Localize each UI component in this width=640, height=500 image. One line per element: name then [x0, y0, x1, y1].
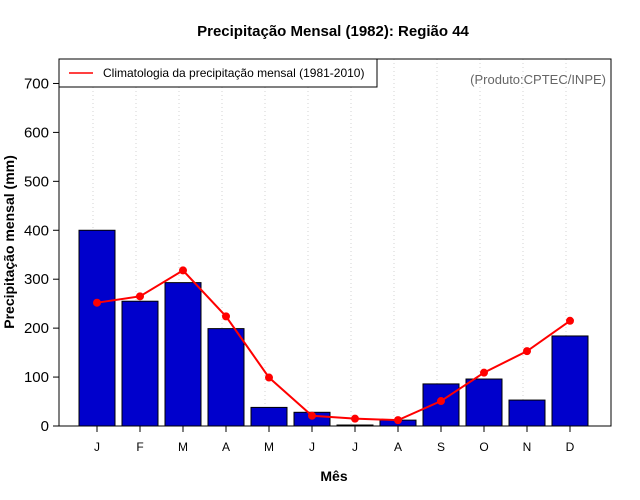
- bar-n-11: [508, 399, 546, 427]
- climatology-point-4: [222, 312, 230, 321]
- climatology-line-series: [93, 266, 574, 425]
- x-tick-label: J: [352, 440, 358, 454]
- source-note: (Produto:CPTEC/INPE): [470, 72, 606, 87]
- y-tick-label: 400: [24, 222, 49, 239]
- bar-f-2: [121, 300, 159, 427]
- y-tick-label: 300: [24, 271, 49, 288]
- climatology-point-11: [523, 347, 531, 356]
- y-tick-label: 500: [24, 173, 49, 190]
- x-axis-label: Mês: [320, 468, 347, 484]
- x-tick-label: F: [136, 440, 143, 454]
- legend-box: [58, 58, 378, 88]
- x-tick-label: O: [479, 440, 488, 454]
- y-tick-label: 0: [41, 418, 49, 435]
- x-tick-label: D: [566, 440, 575, 454]
- climatology-point-2: [136, 292, 144, 301]
- y-tick-label: 200: [24, 320, 49, 337]
- y-axis-label: Precipitação mensal (mm): [1, 155, 17, 329]
- climatology-point-3: [179, 266, 187, 275]
- y-tick-label: 100: [24, 369, 49, 386]
- x-tick-label: A: [222, 440, 230, 454]
- climatology-point-1: [93, 298, 101, 307]
- climatology-point-8: [394, 416, 402, 425]
- climatology-point-7: [351, 414, 359, 423]
- x-tick-label: M: [264, 440, 274, 454]
- bar-a-4: [207, 328, 245, 427]
- bar-m-3: [164, 282, 202, 427]
- climatology-point-10: [480, 368, 488, 377]
- bar-m-5: [250, 406, 288, 427]
- x-tick-label: S: [437, 440, 445, 454]
- climatology-point-9: [437, 397, 445, 406]
- y-tick-label: 700: [24, 75, 49, 92]
- bar-o-10: [465, 378, 503, 427]
- legend: Climatologia da precipitação mensal (198…: [58, 58, 378, 88]
- x-tick-label: J: [309, 440, 315, 454]
- climatology-point-12: [566, 316, 574, 325]
- legend-label: Climatologia da precipitação mensal (198…: [103, 66, 364, 80]
- x-tick-label: J: [94, 440, 100, 454]
- climatology-point-6: [308, 411, 316, 420]
- x-tick-label: A: [394, 440, 402, 454]
- bar-series: [78, 229, 589, 427]
- y-tick-label: 600: [24, 124, 49, 141]
- bar-j-1: [78, 229, 116, 427]
- chart-title: Precipitação Mensal (1982): Região 44: [197, 23, 469, 40]
- y-axis: 0 100 200 300 400 500 600 700: [24, 75, 59, 435]
- x-tick-label: N: [523, 440, 532, 454]
- climatology-line: [96, 269, 571, 422]
- x-tick-label: M: [178, 440, 188, 454]
- bar-d-12: [551, 335, 589, 427]
- climatology-point-5: [265, 373, 273, 382]
